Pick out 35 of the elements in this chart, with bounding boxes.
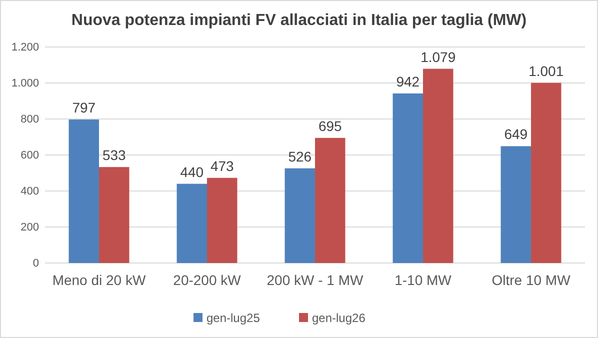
x-tick-label: Meno di 20 kW <box>52 272 146 288</box>
y-tick-label: 0 <box>32 258 39 270</box>
x-tick-label: 20-200 kW <box>173 272 242 288</box>
y-tick-label: 800 <box>20 114 39 126</box>
chart-title: Nuova potenza impianti FV allacciati in Italia per taglia (MW) <box>71 12 527 29</box>
x-tick-label: Oltre 10 MW <box>492 272 572 288</box>
bar <box>315 138 346 263</box>
data-label: 440 <box>180 164 204 180</box>
y-tick-label: 200 <box>20 222 39 234</box>
bar <box>531 82 562 263</box>
bar <box>500 146 531 263</box>
bar <box>423 68 454 263</box>
data-label: 1.001 <box>528 62 564 79</box>
bar <box>284 168 315 263</box>
data-label: 526 <box>288 148 312 164</box>
legend-label: gen-lug25 <box>206 311 260 325</box>
y-tick-label: 1.200 <box>11 42 39 54</box>
bar <box>392 93 423 263</box>
y-tick-label: 1.000 <box>11 78 39 90</box>
data-label: 473 <box>210 158 234 174</box>
bar <box>99 167 130 263</box>
y-tick-label: 400 <box>20 186 39 198</box>
data-label: 533 <box>102 147 126 164</box>
x-tick-label: 1-10 MW <box>394 272 452 288</box>
legend-label: gen-lug26 <box>312 311 366 325</box>
data-label: 1.079 <box>420 48 456 65</box>
y-tick-label: 600 <box>20 150 39 162</box>
data-label: 797 <box>72 100 96 116</box>
bar <box>68 120 99 263</box>
x-tick-label: 200 kW - 1 MW <box>266 272 364 288</box>
bar <box>207 178 238 263</box>
data-label: 649 <box>504 126 528 142</box>
data-label: 942 <box>396 73 420 90</box>
data-label: 695 <box>318 118 342 134</box>
bar <box>176 184 207 263</box>
